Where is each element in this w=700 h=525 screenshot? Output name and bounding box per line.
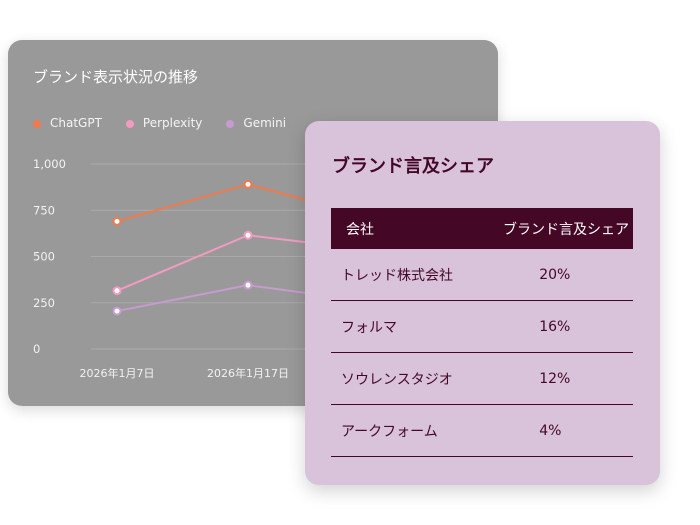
legend-dot-icon	[125, 119, 134, 128]
share-cell: 20%	[477, 249, 633, 301]
company-cell: フォルマ	[331, 300, 478, 353]
y-tick-label: 1,000	[33, 157, 66, 171]
table-row: フォルマ 16%	[331, 300, 633, 353]
legend-item-chatgpt[interactable]: ChatGPT	[33, 116, 102, 130]
legend-label: ChatGPT	[50, 116, 102, 130]
share-table: 会社 ブランド言及シェア トレッド株式会社 20% フォルマ 16% ソウレンスタジ…	[331, 208, 633, 457]
company-cell: ソウレンスタジオ	[331, 352, 478, 405]
column-header-share: ブランド言及シェア	[477, 208, 633, 249]
x-tick-label: 2026年1月17日	[207, 366, 289, 380]
table-row: アークフォーム 4%	[331, 404, 633, 457]
company-cell: トレッド株式会社	[331, 249, 478, 301]
legend-item-perplexity[interactable]: Perplexity	[125, 116, 203, 130]
legend-item-gemini[interactable]: Gemini	[226, 116, 286, 130]
data-point	[243, 280, 253, 290]
y-tick-label: 0	[33, 342, 40, 356]
chart-legend: ChatGPT Perplexity Gemini	[33, 116, 286, 130]
table-row: トレッド株式会社 20%	[331, 249, 633, 301]
data-point	[112, 286, 122, 296]
legend-dot-icon	[33, 119, 41, 128]
y-tick-label: 250	[33, 296, 55, 310]
data-point	[243, 230, 253, 240]
share-cell: 12%	[477, 352, 633, 405]
chart-title: ブランド表示状況の推移	[33, 68, 199, 86]
data-point	[112, 306, 122, 316]
legend-label: Gemini	[243, 116, 287, 130]
y-tick-label: 750	[33, 203, 55, 217]
column-header-company: 会社	[331, 208, 478, 249]
data-point	[243, 179, 253, 189]
share-cell: 16%	[477, 300, 633, 353]
x-tick-label: 2026年1月7日	[80, 366, 155, 380]
legend-dot-icon	[226, 119, 235, 128]
data-point	[112, 216, 122, 226]
legend-label: Perplexity	[142, 116, 203, 130]
company-cell: アークフォーム	[331, 404, 478, 457]
y-tick-label: 500	[33, 250, 55, 264]
share-card-title: ブランド言及シェア	[332, 156, 494, 177]
table-row: ソウレンスタジオ 12%	[331, 352, 633, 405]
share-card: ブランド言及シェア 会社 ブランド言及シェア トレッド株式会社 20% フォルマ 1…	[305, 121, 660, 485]
share-cell: 4%	[477, 404, 633, 457]
